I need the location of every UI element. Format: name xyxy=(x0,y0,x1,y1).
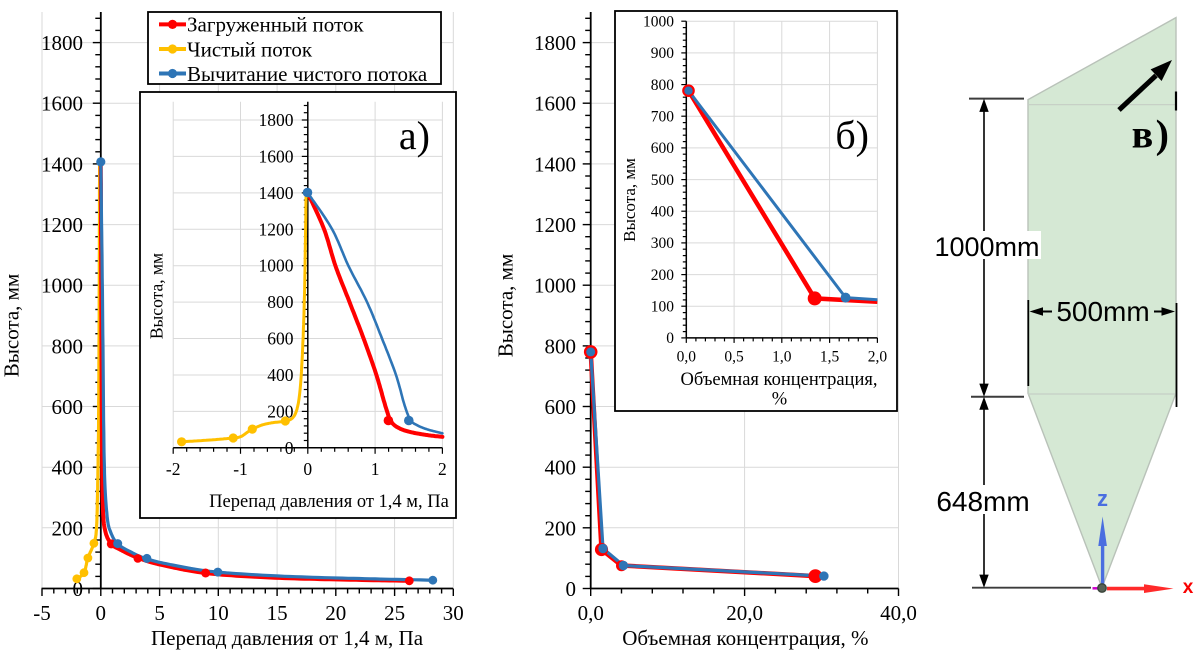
svg-text:б): б) xyxy=(835,113,869,158)
svg-text:800: 800 xyxy=(52,334,84,358)
svg-text:0: 0 xyxy=(73,577,84,601)
svg-text:800: 800 xyxy=(545,334,577,358)
svg-text:20,0: 20,0 xyxy=(726,601,763,625)
svg-text:Вычитание чистого потока: Вычитание чистого потока xyxy=(187,62,428,86)
svg-text:1000mm: 1000mm xyxy=(934,232,1039,262)
svg-text:-2: -2 xyxy=(166,459,181,479)
svg-text:400: 400 xyxy=(651,204,675,221)
svg-text:600: 600 xyxy=(545,395,577,419)
svg-text:1000: 1000 xyxy=(643,14,674,31)
svg-text:1200: 1200 xyxy=(41,213,83,237)
svg-text:1600: 1600 xyxy=(41,92,83,116)
svg-text:Объемная концентрация, %: Объемная концентрация, % xyxy=(622,626,868,650)
svg-text:500: 500 xyxy=(651,172,675,189)
svg-text:1000: 1000 xyxy=(534,274,576,298)
svg-text:800: 800 xyxy=(651,77,675,94)
svg-text:в): в) xyxy=(1132,111,1172,156)
svg-text:1000: 1000 xyxy=(41,274,83,298)
svg-text:1000: 1000 xyxy=(259,256,294,276)
svg-text:5: 5 xyxy=(154,601,165,625)
svg-text:а): а) xyxy=(399,113,430,158)
svg-text:0: 0 xyxy=(566,577,577,601)
svg-text:400: 400 xyxy=(52,456,84,480)
svg-text:40,0: 40,0 xyxy=(880,601,917,625)
svg-text:900: 900 xyxy=(651,45,675,62)
svg-text:200: 200 xyxy=(52,516,84,540)
svg-text:0,0: 0,0 xyxy=(677,349,697,366)
svg-text:25: 25 xyxy=(384,601,405,625)
svg-text:0: 0 xyxy=(303,459,312,479)
svg-text:-5: -5 xyxy=(33,601,51,625)
svg-text:30: 30 xyxy=(443,601,464,625)
svg-text:200: 200 xyxy=(545,516,577,540)
svg-text:1,0: 1,0 xyxy=(772,349,792,366)
svg-text:15: 15 xyxy=(267,601,288,625)
svg-text:Загруженный поток: Загруженный поток xyxy=(187,13,364,37)
svg-text:300: 300 xyxy=(651,235,675,252)
svg-text:400: 400 xyxy=(267,365,294,385)
svg-text:500mm: 500mm xyxy=(1056,296,1149,327)
svg-text:Высота, мм: Высота, мм xyxy=(147,253,167,339)
svg-text:0,5: 0,5 xyxy=(724,349,744,366)
svg-text:x: x xyxy=(1183,577,1194,598)
svg-text:400: 400 xyxy=(545,456,577,480)
svg-text:200: 200 xyxy=(267,401,294,421)
svg-text:0,0: 0,0 xyxy=(578,601,604,625)
svg-text:200: 200 xyxy=(651,267,675,284)
svg-text:100: 100 xyxy=(651,299,675,316)
svg-text:Объемная концентрация,: Объемная концентрация, xyxy=(681,370,878,390)
svg-text:Перепад давления от 1,4 м, Па: Перепад давления от 1,4 м, Па xyxy=(151,626,424,650)
svg-text:1800: 1800 xyxy=(534,31,576,55)
svg-text:Высота, мм: Высота, мм xyxy=(620,158,639,242)
svg-text:600: 600 xyxy=(52,395,84,419)
svg-text:1600: 1600 xyxy=(534,92,576,116)
svg-text:800: 800 xyxy=(267,292,294,312)
svg-text:2: 2 xyxy=(438,459,447,479)
svg-text:0: 0 xyxy=(96,601,107,625)
svg-text:700: 700 xyxy=(651,109,675,126)
svg-text:0: 0 xyxy=(285,438,294,458)
svg-text:-1: -1 xyxy=(233,459,248,479)
svg-text:20: 20 xyxy=(325,601,346,625)
svg-text:Высота, мм: Высота, мм xyxy=(494,254,518,358)
svg-text:600: 600 xyxy=(267,329,294,349)
svg-text:1800: 1800 xyxy=(41,31,83,55)
svg-text:Перепад давления от 1,4 м, Па: Перепад давления от 1,4 м, Па xyxy=(209,492,449,512)
svg-text:Чистый поток: Чистый поток xyxy=(187,37,313,61)
svg-text:1400: 1400 xyxy=(259,183,294,203)
svg-text:1200: 1200 xyxy=(534,213,576,237)
svg-text:2,0: 2,0 xyxy=(868,349,888,366)
svg-text:%: % xyxy=(772,390,787,410)
svg-text:z: z xyxy=(1097,486,1108,511)
svg-text:Высота, мм: Высота, мм xyxy=(0,274,24,378)
svg-text:1400: 1400 xyxy=(534,152,576,176)
svg-text:1,5: 1,5 xyxy=(820,349,840,366)
svg-text:1400: 1400 xyxy=(41,152,83,176)
svg-text:10: 10 xyxy=(208,601,229,625)
svg-text:1800: 1800 xyxy=(259,110,294,130)
svg-text:1: 1 xyxy=(371,459,380,479)
svg-text:600: 600 xyxy=(651,140,675,157)
svg-text:0: 0 xyxy=(666,330,674,347)
svg-text:1200: 1200 xyxy=(259,219,294,239)
svg-text:1600: 1600 xyxy=(259,146,294,166)
svg-text:648mm: 648mm xyxy=(936,486,1029,517)
